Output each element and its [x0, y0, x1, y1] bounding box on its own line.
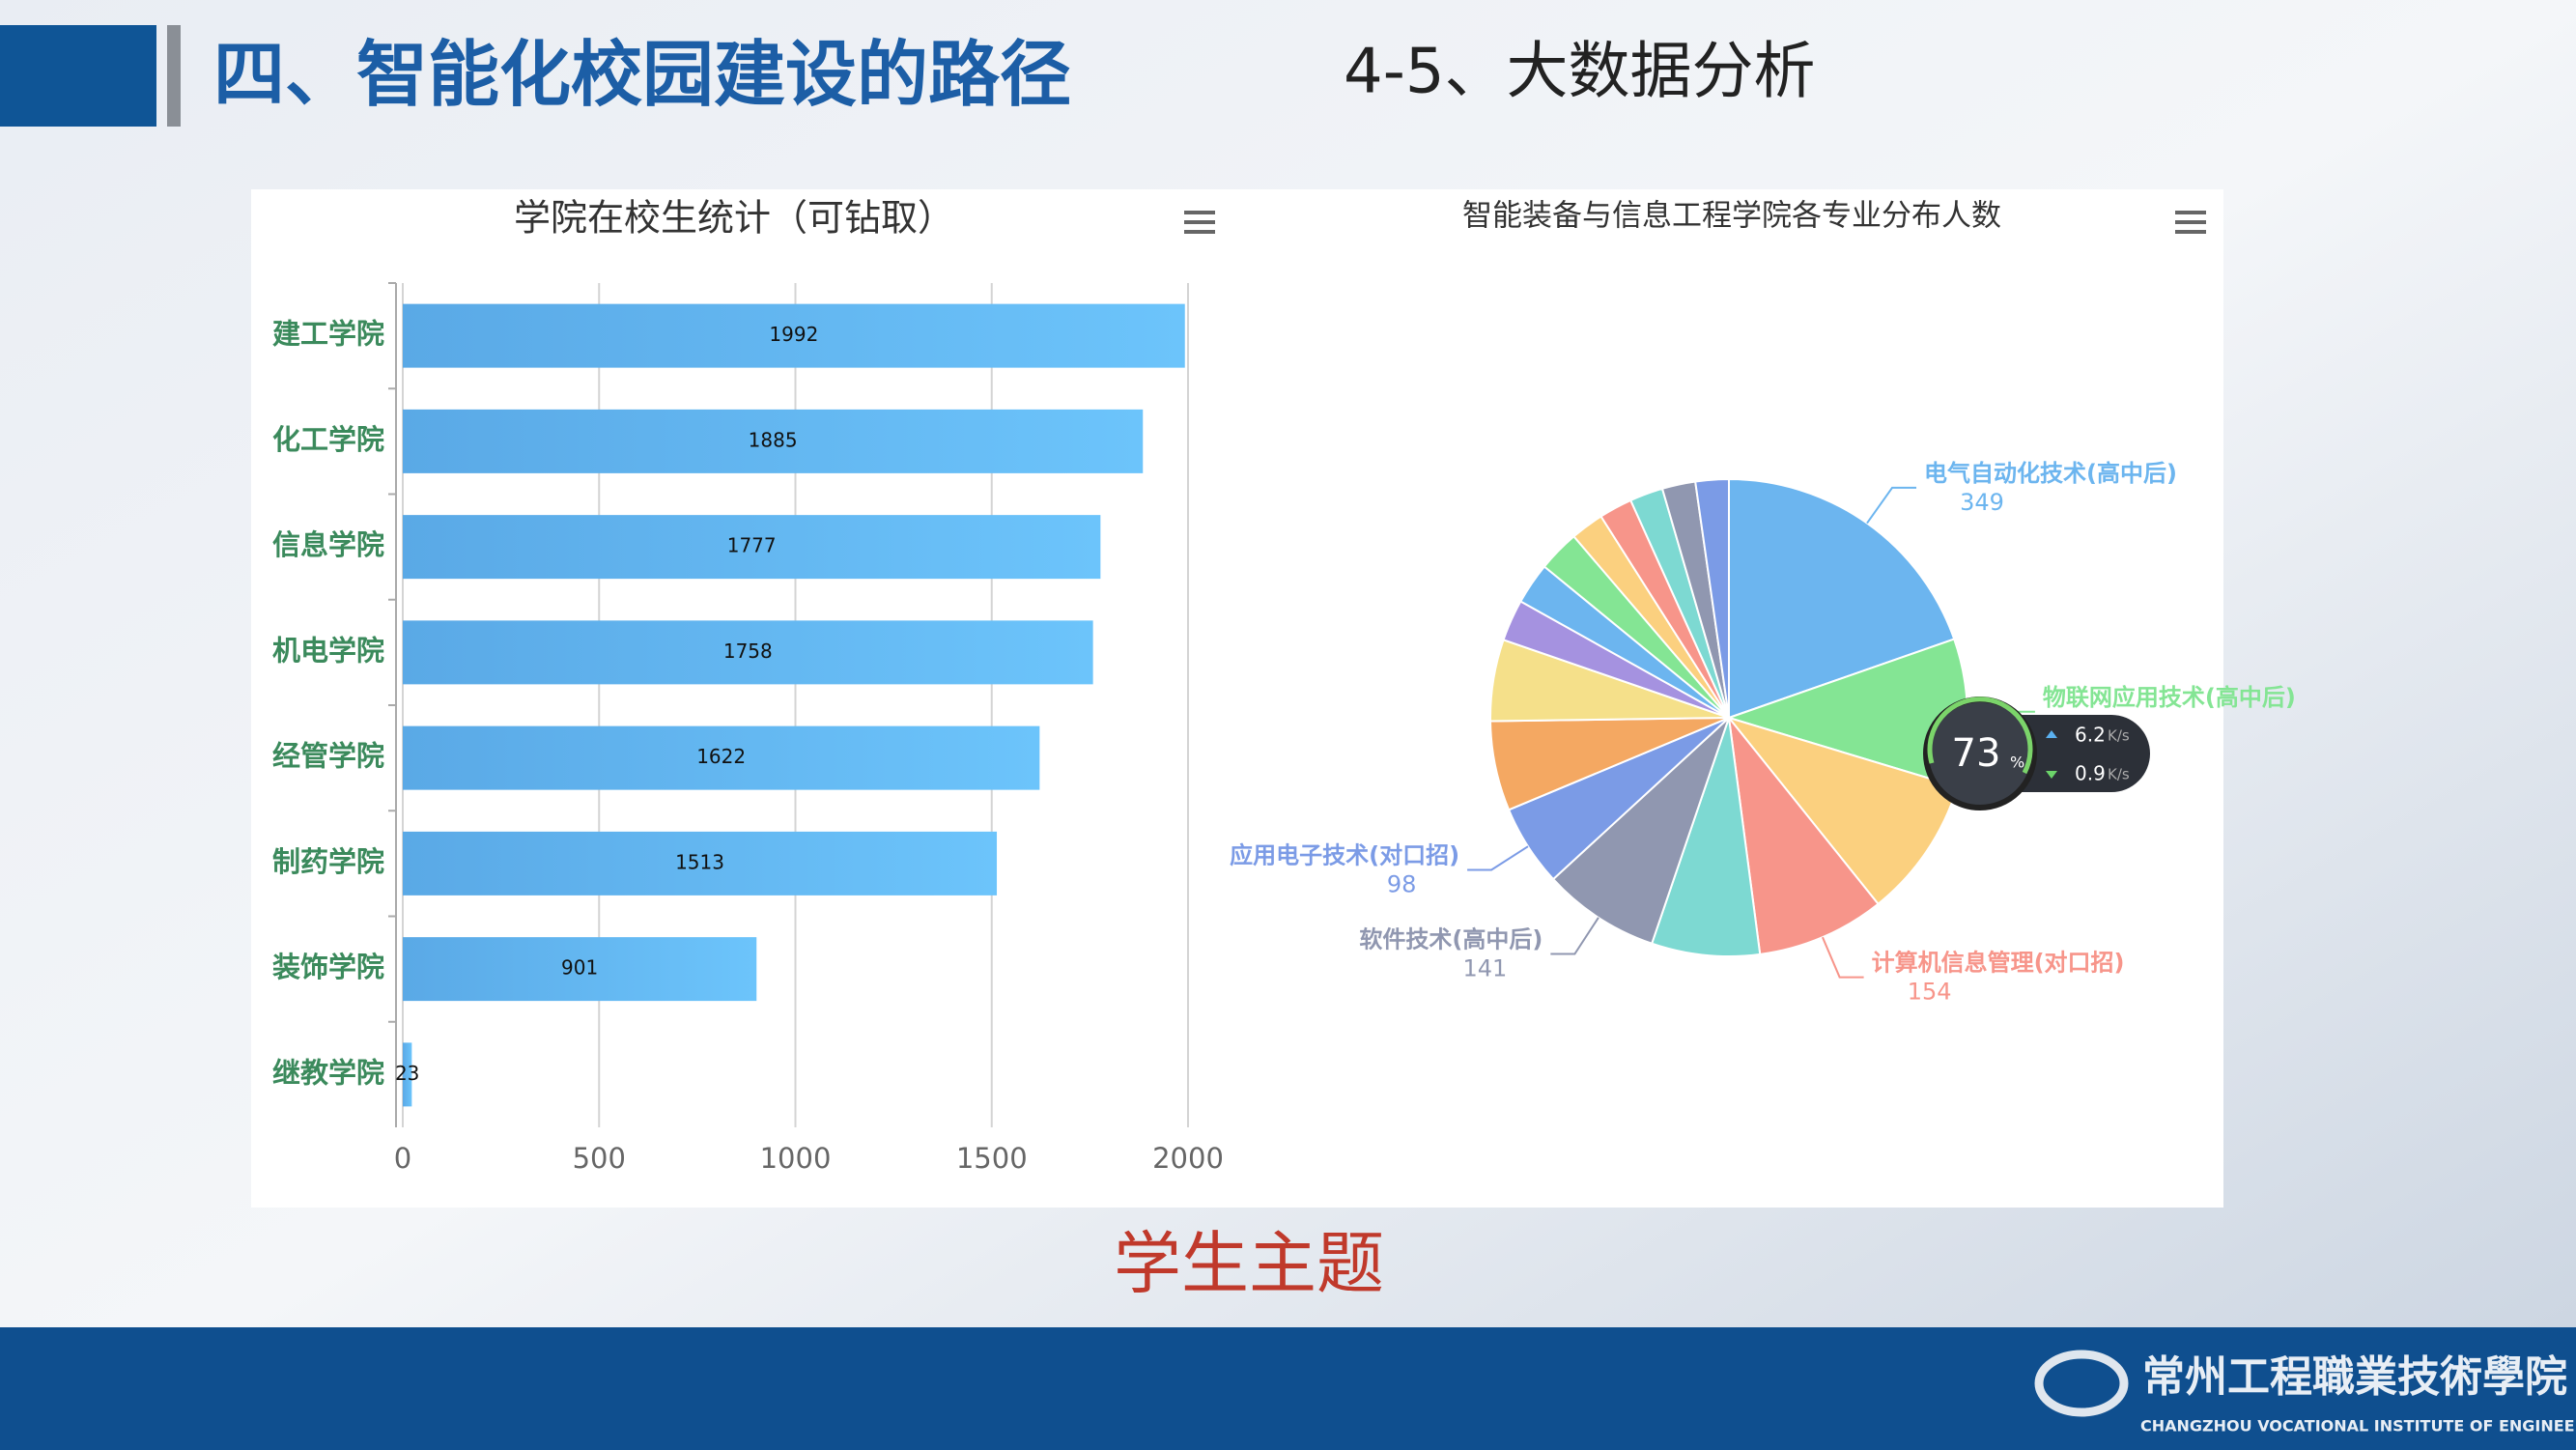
pie-label: 应用电子技术(对口招)	[1230, 841, 1459, 868]
overlay-up: 6.2	[2075, 724, 2106, 747]
bar	[403, 515, 1101, 580]
x-tick-label: 500	[573, 1142, 626, 1175]
pie-label: 软件技术(高中后)	[1359, 925, 1543, 952]
pie-slice	[1551, 717, 1730, 946]
bar	[403, 937, 757, 1002]
x-tick-label: 2000	[1152, 1142, 1224, 1175]
menu-icon[interactable]	[1184, 211, 1215, 234]
bar	[403, 1042, 412, 1107]
leader-line	[1550, 917, 1599, 955]
bar	[403, 620, 1093, 685]
y-tick-label: 建工学院	[272, 318, 384, 351]
leader-line	[1822, 936, 1864, 979]
header-block	[0, 25, 156, 127]
footer-theme: 学生主题	[1114, 1224, 1384, 1303]
header-divider	[167, 25, 181, 127]
header-subtitle: 4-5、大数据分析	[1344, 37, 1816, 108]
logo-en: CHANGZHOU VOCATIONAL INSTITUTE OF ENGINE…	[2140, 1417, 2576, 1436]
overlay-percent-unit: %	[2010, 753, 2024, 772]
pie-value: 349	[1960, 489, 2004, 516]
overlay-percent: 73	[1952, 731, 2001, 776]
data-label: 1622	[696, 745, 746, 768]
y-tick-label: 化工学院	[272, 423, 384, 456]
pie-slice	[1694, 477, 1730, 719]
bar	[403, 303, 1185, 368]
bar	[403, 409, 1144, 473]
data-label: 1777	[727, 534, 777, 557]
pie-value: 98	[1387, 870, 1417, 897]
overlay-down: 0.9	[2075, 762, 2106, 785]
x-tick-label: 0	[394, 1142, 411, 1175]
y-tick-label: 制药学院	[272, 845, 384, 878]
up-arrow	[2046, 730, 2057, 738]
data-label: 1758	[723, 640, 773, 663]
overlay-ring	[1927, 697, 2033, 775]
pie-label: 计算机信息管理(对口招)	[1872, 950, 2125, 977]
leader-line	[1467, 845, 1529, 871]
pie-label: 电气自动化技术(高中后)	[1924, 460, 2177, 487]
data-label: 901	[561, 956, 598, 980]
pie-label: 物联网应用技术(高中后)	[2043, 684, 2296, 711]
data-label: 1513	[675, 850, 724, 873]
pie-slice	[1727, 714, 1880, 956]
y-tick-label: 经管学院	[272, 740, 384, 773]
down-arrow	[2046, 771, 2057, 779]
footer-band	[0, 1327, 2576, 1450]
overlay-rate-unit: K/s	[2108, 727, 2130, 745]
logo-cn: 常州工程職業技術學院	[2142, 1352, 2567, 1402]
menu-icon[interactable]	[2175, 211, 2206, 234]
chart-title: 智能装备与信息工程学院各专业分布人数	[1462, 199, 2001, 234]
logo-mark	[2034, 1350, 2129, 1417]
overlay-rate-unit: K/s	[2108, 766, 2130, 783]
x-tick-label: 1000	[760, 1142, 832, 1175]
speed-overlay: 73 % 6.2 K/s 0.9 K/s	[1923, 697, 2150, 810]
y-tick-label: 机电学院	[272, 634, 384, 667]
pie-value: 141	[1462, 954, 1507, 981]
pie-value: 154	[1908, 979, 1952, 1006]
data-label: 23	[395, 1062, 419, 1085]
header-title: 四、智能化校园建设的路径	[213, 34, 1071, 117]
data-label: 1992	[769, 323, 818, 346]
data-label: 1885	[749, 428, 798, 451]
y-tick-label: 信息学院	[272, 528, 384, 561]
y-tick-label: 装饰学院	[272, 951, 384, 983]
x-tick-label: 1500	[956, 1142, 1028, 1175]
bar	[403, 831, 998, 896]
y-tick-label: 继教学院	[272, 1056, 384, 1089]
pie-slice	[1650, 717, 1762, 957]
leader-line	[1866, 486, 1917, 525]
bar	[403, 725, 1040, 790]
chart-title: 学院在校生统计（可钻取）	[514, 197, 954, 240]
